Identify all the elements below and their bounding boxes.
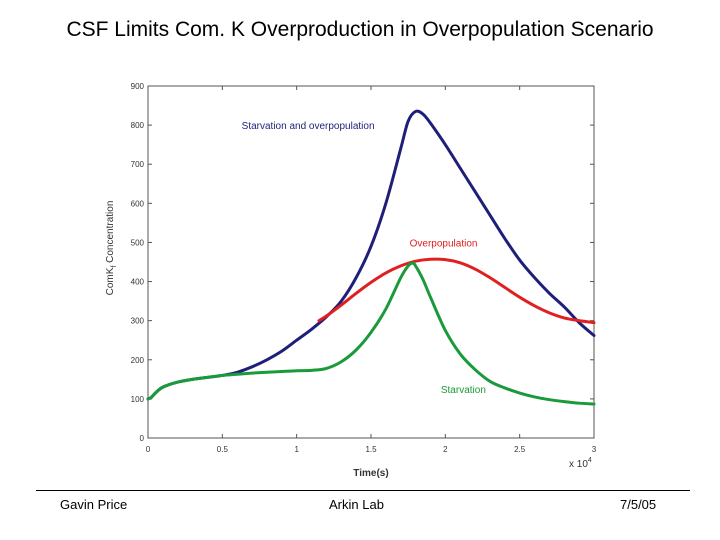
x-tick-label: 0.5 <box>217 445 229 454</box>
slide-title: CSF Limits Com. K Overproduction in Over… <box>66 18 654 41</box>
series-layer: Starvation and overpopulation Overpopulat… <box>146 109 596 406</box>
x-tick-label: 2.5 <box>514 445 526 454</box>
y-tick-label: 400 <box>131 278 145 287</box>
x-tick-label: 1 <box>294 445 299 454</box>
footer-date: 7/5/05 <box>620 497 657 512</box>
x-tick-label: 1.5 <box>365 445 377 454</box>
x-tick-label: 3 <box>592 445 597 454</box>
y-axis: 0 100 200 300 400 500 600 700 800 900 <box>131 82 594 443</box>
footer-author: Gavin Price <box>60 497 128 512</box>
y-tick-label: 100 <box>131 395 145 404</box>
y-tick-label: 900 <box>131 82 145 91</box>
y-tick-label: 700 <box>131 160 145 169</box>
series-line-starvation <box>146 261 596 406</box>
x-axis: 0 0.5 1 1.5 2 2.5 3 <box>146 86 597 454</box>
x-tick-label: 2 <box>443 445 448 454</box>
series-line-starvation-and-overpopulation <box>146 109 596 401</box>
line-chart: 0 0.5 1 1.5 2 2.5 3 0 100 200 300 400 500 600 700 800 9… <box>105 82 597 479</box>
y-axis-label-suffix: Concentration <box>105 201 116 266</box>
series-label-starvation: Starvation <box>441 385 486 396</box>
footer-lab: Arkin Lab <box>329 497 384 512</box>
x-axis-multiplier: x 104 <box>569 457 592 470</box>
x-axis-multiplier-exponent: 4 <box>588 457 592 464</box>
x-axis-label: Time(s) <box>353 468 388 479</box>
x-tick-label: 0 <box>146 445 151 454</box>
y-axis-label: ComKf Concentration <box>105 201 118 296</box>
y-tick-label: 300 <box>131 317 145 326</box>
series-label-starvation-and-overpopulation: Starvation and overpopulation <box>242 121 375 132</box>
series-label-overpopulation: Overpopulation <box>410 238 478 249</box>
x-axis-multiplier-base: x 10 <box>569 459 588 470</box>
series-line-overpopulation <box>317 257 596 325</box>
y-tick-label: 0 <box>140 434 145 443</box>
y-axis-label-subscript: f <box>111 266 118 268</box>
footer-divider <box>36 490 690 491</box>
y-tick-label: 200 <box>131 356 145 365</box>
y-tick-label: 600 <box>131 199 145 208</box>
y-tick-label: 800 <box>131 121 145 130</box>
y-axis-label-main: ComK <box>105 267 116 295</box>
y-tick-label: 500 <box>131 238 145 247</box>
plot-area-frame <box>147 85 595 439</box>
